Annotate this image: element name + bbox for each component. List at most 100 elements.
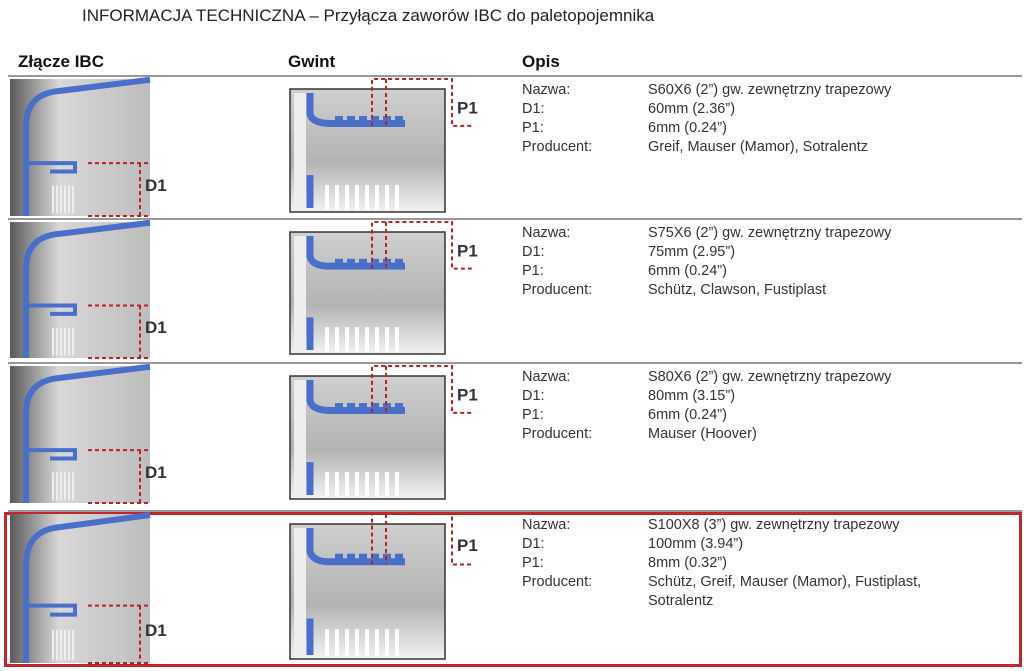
thread-wall — [294, 93, 306, 208]
connector-wall — [23, 220, 151, 358]
field-value: Mauser (Hoover) — [648, 426, 757, 442]
connector-thread — [72, 185, 74, 214]
title: INFORMACJA TECHNICZNA – Przyłącza zaworó… — [82, 6, 655, 25]
dim-line — [88, 604, 150, 664]
dim-label: D1 — [145, 318, 167, 337]
drawings: D1 P1 — [10, 77, 478, 217]
connector-thread — [64, 185, 66, 214]
field-value: S80X6 (2”) gw. zewnętrzny trapezowy — [648, 369, 892, 385]
thread-tooth — [335, 116, 343, 122]
field-label: Nazwa: — [522, 225, 571, 241]
field-label: P1: — [522, 407, 544, 423]
thread-groove — [375, 184, 379, 210]
table-row: D1 P1 Nazwa: S80X6 (2”) gw. zewnętrzny trap… — [0, 364, 1024, 507]
field-value: 8mm (0.32”) — [648, 555, 727, 571]
thread-groove — [375, 327, 379, 352]
connector-thread — [60, 629, 62, 660]
thread-tooth — [347, 403, 355, 409]
thread-tooth — [335, 403, 343, 409]
field-value: S100X8 (3”) gw. zewnętrzny trapezowy — [648, 517, 900, 533]
connector-wall — [23, 364, 151, 503]
connector-thread — [68, 327, 70, 356]
thread-tooth — [395, 116, 403, 122]
thread-groove — [375, 471, 379, 497]
field-label: D1: — [522, 244, 545, 260]
column-header: Złącze IBC — [18, 52, 104, 71]
thread-groove — [325, 629, 329, 657]
dim-line — [88, 449, 150, 504]
connector-thread — [68, 185, 70, 214]
thread-groove — [365, 471, 369, 497]
thread-groove — [345, 471, 349, 497]
drawings: D1 P1 — [10, 220, 478, 359]
thread-tooth — [359, 403, 367, 409]
thread-groove — [325, 327, 329, 352]
field-label: D1: — [522, 536, 545, 552]
connector-thread — [56, 185, 58, 214]
thread-groove — [335, 629, 339, 657]
connector-thread — [60, 472, 62, 501]
thread-wall — [294, 236, 306, 350]
field-value: S60X6 (2”) gw. zewnętrzny trapezowy — [648, 82, 892, 98]
connector-neck — [26, 603, 77, 617]
field-value: Schütz, Greif, Mauser (Mamor), Fustiplas… — [648, 574, 922, 609]
thread-groove — [395, 184, 399, 210]
table-row: D1 P1 Nazwa: S60X6 (2”) gw. zewnętrzny trap… — [0, 77, 1024, 220]
thread-profile — [306, 236, 405, 350]
column-header: Gwint — [288, 52, 336, 71]
connector-thread — [52, 472, 54, 501]
field-value: 6mm (0.24”) — [648, 407, 727, 423]
thread-tooth — [359, 116, 367, 122]
thread-profile — [306, 380, 405, 495]
connector-bg — [10, 222, 150, 358]
row-separator — [8, 510, 1022, 512]
thread-tooth — [371, 553, 379, 559]
thread-tooth — [395, 258, 403, 264]
connector-thread — [72, 327, 74, 356]
connector-bg — [10, 514, 150, 663]
field-label: P1: — [522, 263, 544, 279]
thread-groove — [365, 184, 369, 210]
thread-groove — [345, 184, 349, 210]
thread-groove — [365, 327, 369, 352]
dim-label: D1 — [145, 176, 167, 195]
thread-wall — [294, 528, 306, 655]
thread-tooth — [347, 258, 355, 264]
thread-tooth — [335, 258, 343, 264]
thread-tooth — [359, 553, 367, 559]
thread-tooth — [383, 116, 391, 122]
thread-groove — [395, 327, 399, 352]
row-separator — [8, 362, 1022, 364]
field-label: Producent: — [522, 139, 593, 155]
field-label: P1: — [522, 120, 544, 136]
field-label: D1: — [522, 101, 545, 117]
thread-groove — [355, 471, 359, 497]
thread-groove — [395, 471, 399, 497]
thread-tooth — [395, 403, 403, 409]
thread-groove — [365, 629, 369, 657]
thread-groove — [325, 471, 329, 497]
connector-bg — [10, 366, 150, 503]
drawings: D1 P1 — [10, 364, 478, 504]
field-label: Producent: — [522, 426, 593, 442]
field-value: S75X6 (2”) gw. zewnętrzny trapezowy — [648, 225, 892, 241]
field-label: D1: — [522, 388, 545, 404]
dim-label: P1 — [457, 386, 478, 405]
thread-groove — [355, 327, 359, 352]
connector-thread — [72, 629, 74, 660]
connector-wall — [23, 77, 151, 216]
field-value: 6mm (0.24”) — [648, 120, 727, 136]
thread-tooth — [371, 116, 379, 122]
connector-neck — [26, 161, 77, 174]
field-label: Nazwa: — [522, 369, 571, 385]
thread-groove — [385, 471, 389, 497]
field-value: Schütz, Clawson, Fustiplast — [648, 282, 827, 298]
pitch-box — [371, 365, 472, 414]
dim-line — [88, 304, 150, 359]
field-label: Producent: — [522, 282, 593, 298]
field-label: Nazwa: — [522, 82, 571, 98]
connector-neck — [26, 448, 77, 461]
row-separator — [8, 75, 1022, 77]
connector-thread — [72, 472, 74, 501]
